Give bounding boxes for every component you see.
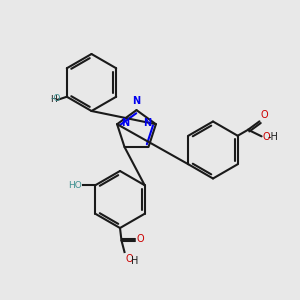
Text: O: O	[125, 254, 133, 264]
Text: O: O	[136, 234, 144, 244]
Text: O: O	[263, 132, 270, 142]
Text: N: N	[121, 118, 129, 128]
Text: N: N	[132, 96, 141, 106]
Text: -O: -O	[51, 94, 62, 103]
Text: H: H	[50, 95, 57, 104]
Text: H: H	[130, 256, 138, 266]
Text: N: N	[144, 118, 152, 128]
Text: O: O	[261, 110, 268, 120]
Text: -H: -H	[267, 132, 278, 142]
Text: HO: HO	[68, 181, 82, 190]
